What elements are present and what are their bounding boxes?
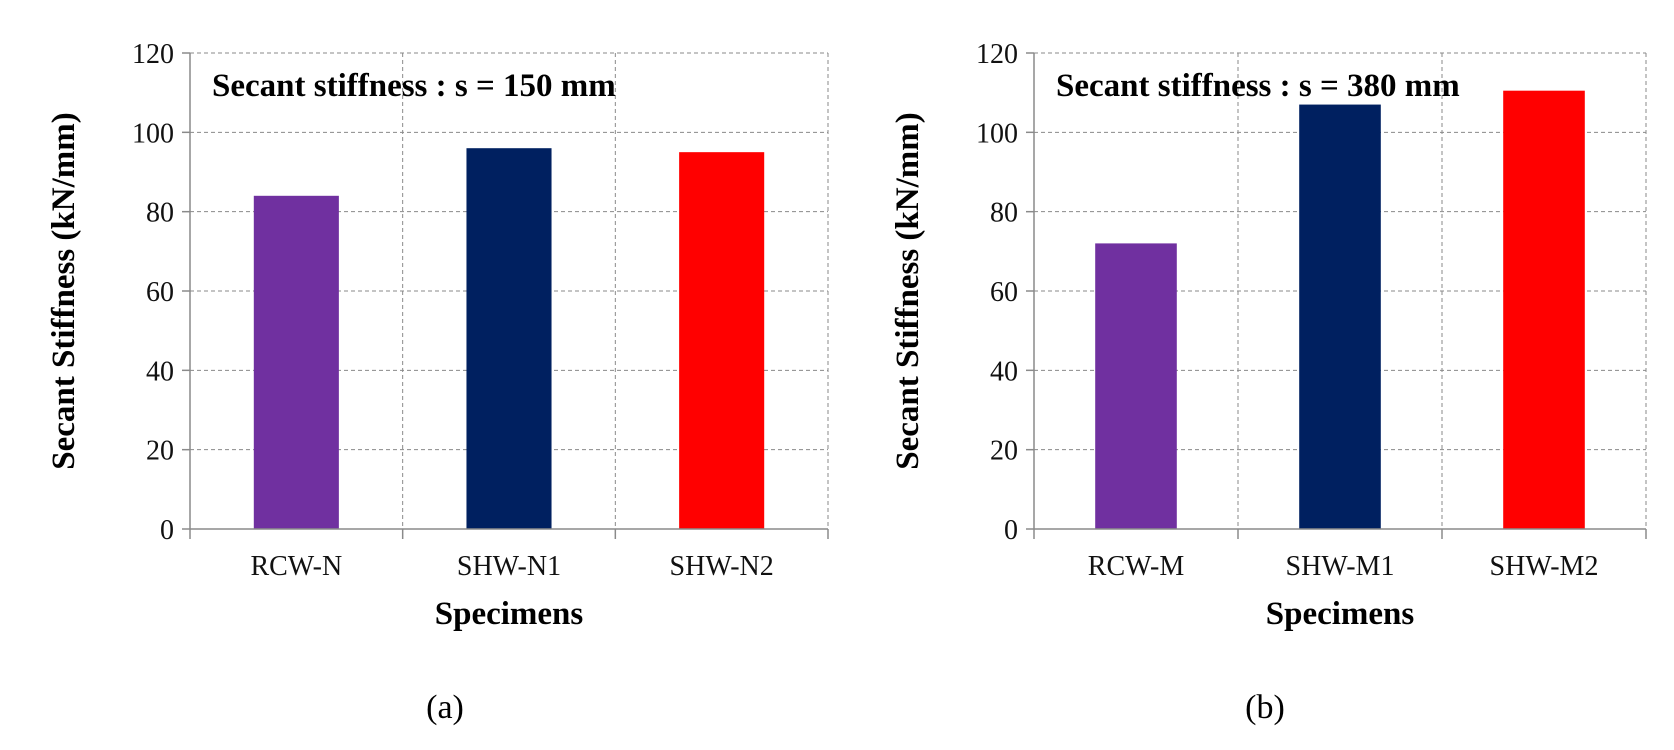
- y-axis-title: Secant Stiffness (kN/mm): [46, 112, 82, 469]
- y-tick-label: 60: [990, 277, 1018, 308]
- x-tick-label: SHW-M2: [1490, 551, 1599, 582]
- panel-label: (b): [1245, 689, 1285, 726]
- y-tick-label: 80: [990, 198, 1018, 229]
- y-tick-label: 120: [976, 39, 1018, 70]
- y-axis-title: Secant Stiffness (kN/mm): [890, 112, 926, 469]
- x-tick-label: RCW-N: [250, 551, 342, 582]
- y-tick-label: 120: [132, 39, 174, 70]
- chart-b: 0 20 40 60 80 100 120 RCW-M SHW-M1 SHW-M2 Secant s…: [890, 39, 1647, 726]
- y-tick-label: 100: [976, 118, 1018, 149]
- y-tick-label: 60: [146, 277, 174, 308]
- bar-shw-n2: [679, 152, 765, 529]
- y-tick-label: 40: [146, 356, 174, 387]
- x-tick-label: SHW-N2: [670, 551, 774, 582]
- chart-title: Secant stiffness : s = 150 mm: [212, 68, 616, 104]
- x-axis-title: Specimens: [1266, 596, 1415, 632]
- y-tick-label: 20: [146, 436, 174, 467]
- y-tick-label: 0: [1004, 515, 1018, 546]
- x-tick-label: RCW-M: [1088, 551, 1185, 582]
- bar-shw-n1: [466, 148, 552, 529]
- bar-shw-m1: [1299, 104, 1381, 530]
- chart-title: Secant stiffness : s = 380 mm: [1056, 68, 1460, 104]
- bar-shw-m2: [1503, 90, 1585, 529]
- y-tick-label: 20: [990, 436, 1018, 467]
- x-tick-label: SHW-M1: [1286, 551, 1395, 582]
- y-tick-label: 80: [146, 198, 174, 229]
- bar-rcw-n: [253, 195, 339, 530]
- x-tick-label: SHW-N1: [457, 551, 561, 582]
- y-tick-label: 0: [160, 515, 174, 546]
- chart-a: 0 20 40 60 80 100 120 RCW-N SHW-N1 SHW-N2 Secant s…: [46, 39, 829, 726]
- y-tick-label: 40: [990, 356, 1018, 387]
- bar-rcw-m: [1095, 243, 1177, 529]
- panel-label: (a): [426, 689, 464, 726]
- y-tick-label: 100: [132, 118, 174, 149]
- x-axis-title: Specimens: [435, 596, 584, 632]
